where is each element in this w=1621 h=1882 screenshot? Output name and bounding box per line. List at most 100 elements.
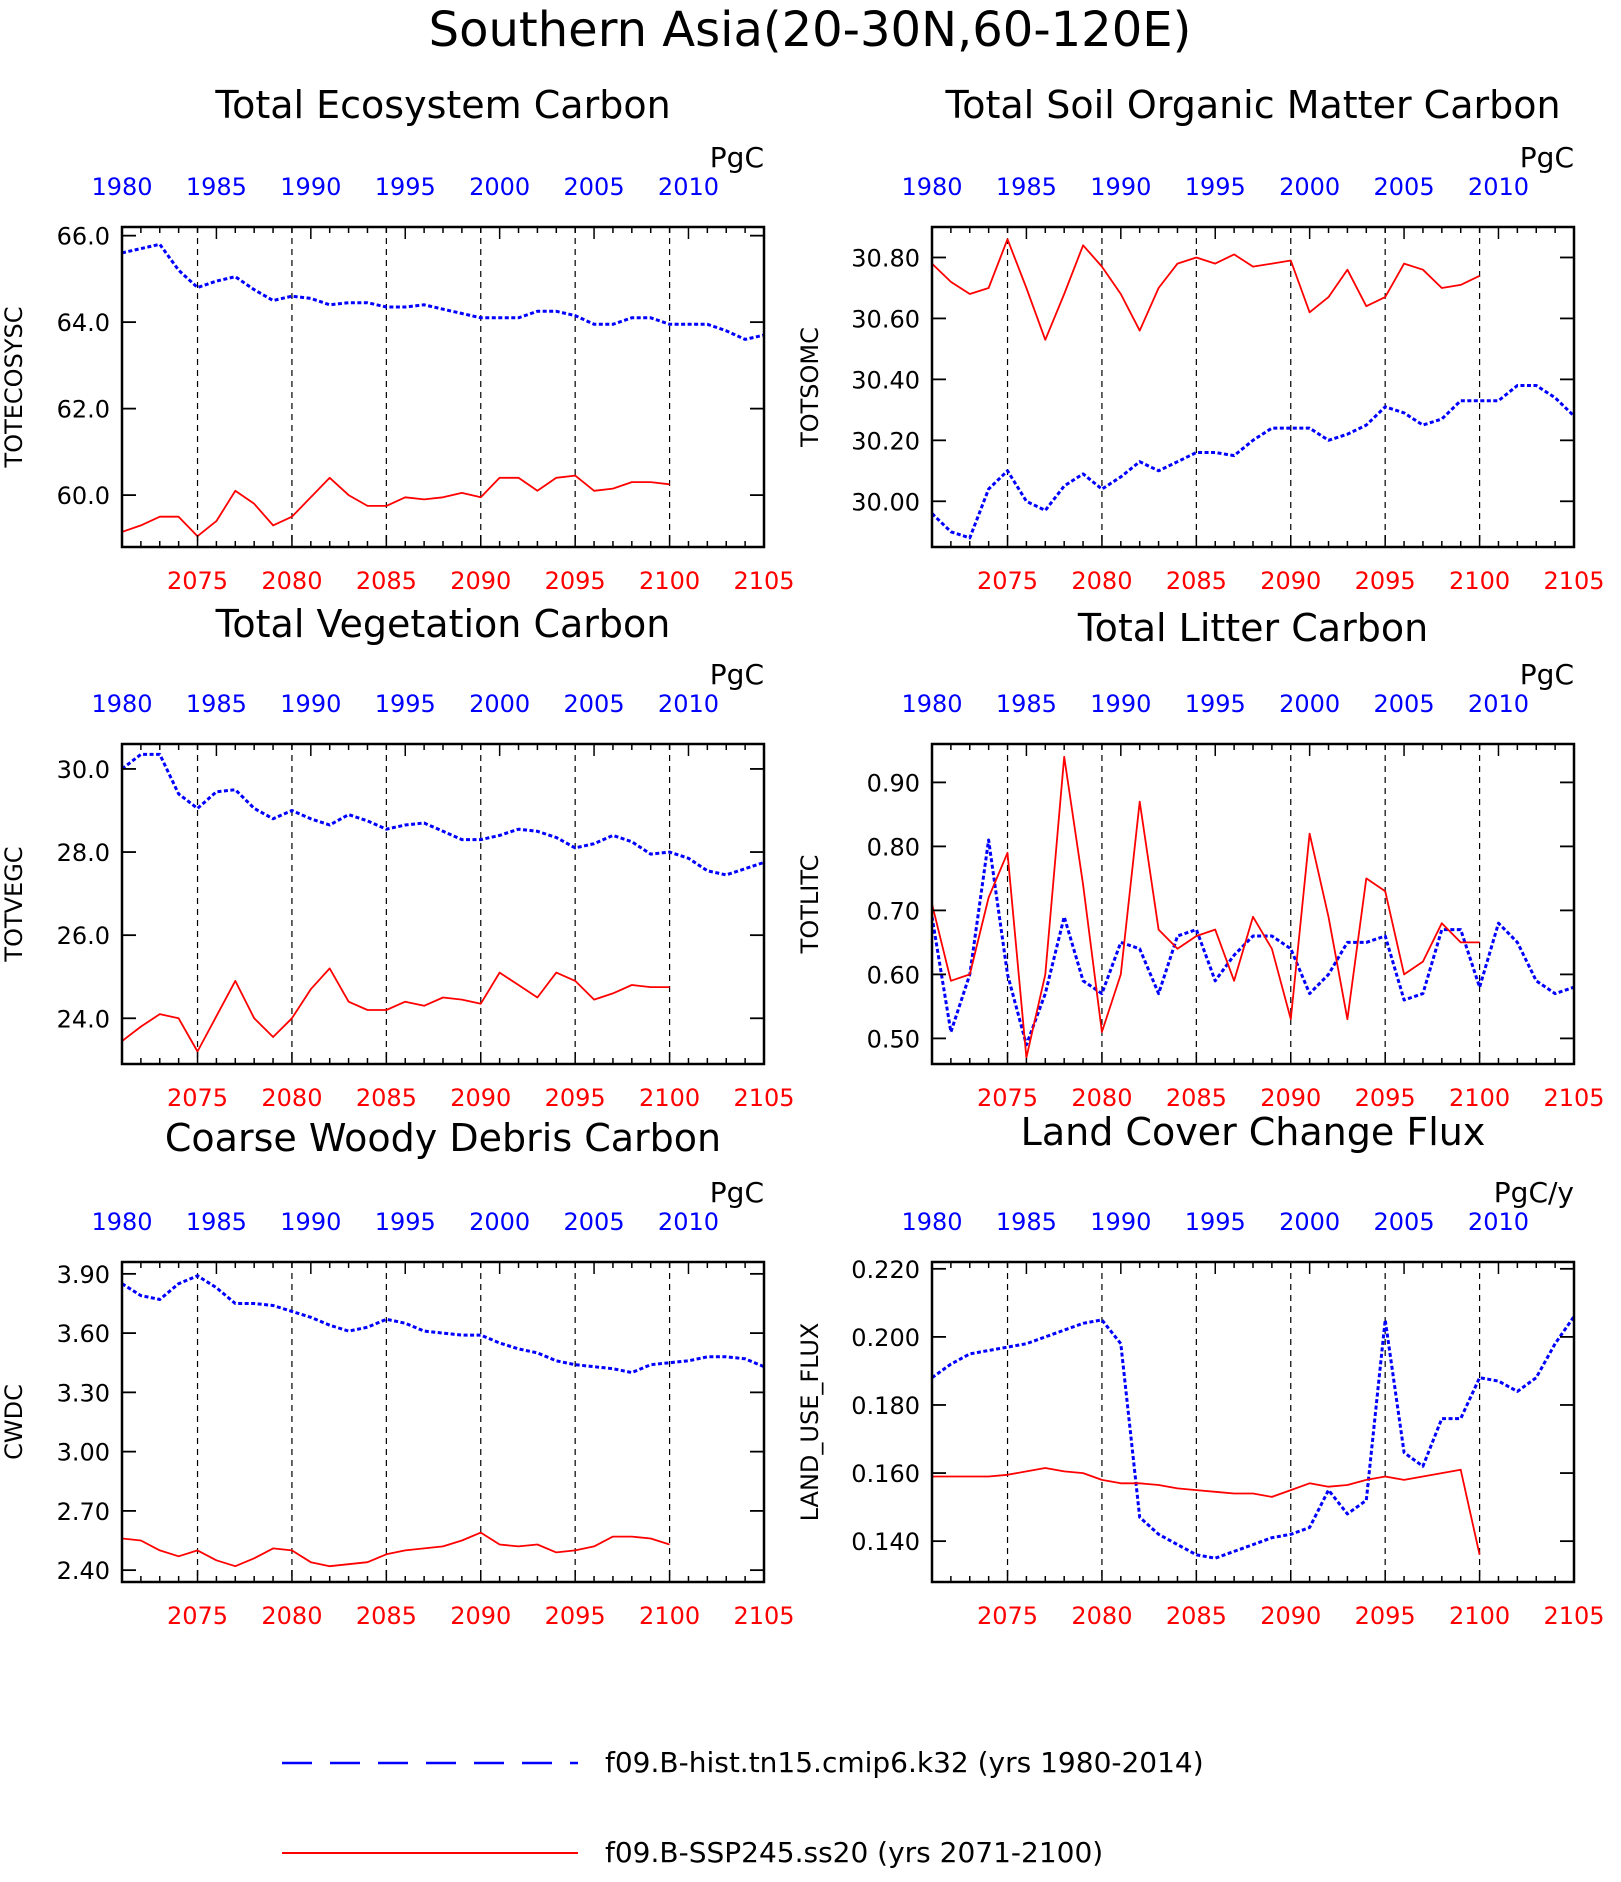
x-tick-label-top: 1980 [901,690,962,718]
x-tick-label-top: 1980 [91,1208,152,1236]
x-tick-label-top: 1990 [280,690,341,718]
x-tick-label-top: 1985 [996,173,1057,201]
y-tick-label: 24.0 [57,1005,110,1033]
panel-total-soil-organic-matter-carbon: Total Soil Organic Matter Carbon PgC 2075 2… [796,83,1605,595]
series-line-ssp [932,1467,1481,1555]
plot-frame [930,225,1576,549]
x-tick-label: 2090 [450,1602,511,1630]
x-tick-label-top: 1990 [1090,173,1151,201]
x-tick-label-top: 1995 [1185,173,1246,201]
series-line-ssp [122,967,670,1053]
panel-title: Total Litter Carbon [1077,606,1428,650]
y-tick-label: 0.200 [851,1324,920,1352]
x-tick-label-top: 1995 [375,173,436,201]
plot-frame [120,225,766,549]
x-tick-label-top: 2005 [1374,1208,1435,1236]
x-tick-label-top: 2005 [1374,173,1435,201]
y-tick-label: 30.80 [851,244,920,272]
x-tick-label-top: 1985 [996,1208,1057,1236]
x-tick-label-top: 1995 [1185,690,1246,718]
y-tick-label: 66.0 [57,223,110,251]
legend-label-ssp: f09.B-SSP245.ss20 (yrs 2071-2100) [605,1836,1103,1869]
x-tick-label: 2095 [545,567,606,595]
y-tick-label: 2.40 [57,1557,110,1585]
y-tick-label: 0.140 [851,1528,920,1556]
y-axis-label: TOTECOSYSC [0,307,28,469]
y-tick-label: 0.60 [867,961,920,989]
x-tick-label-top: 2000 [1279,173,1340,201]
x-tick-label: 2080 [1071,1602,1132,1630]
y-tick-label: 2.70 [57,1498,110,1526]
y-tick-label: 30.40 [851,366,920,394]
x-tick-label: 2105 [1543,1084,1604,1112]
y-tick-label: 0.160 [851,1460,920,1488]
units-label: PgC [710,141,764,174]
y-tick-label: 64.0 [57,309,110,337]
y-tick-label: 3.60 [57,1320,110,1348]
legend-entry-hist: f09.B-hist.tn15.cmip6.k32 (yrs 1980-2014… [282,1746,1204,1779]
x-tick-label-top: 2010 [658,173,719,201]
x-tick-label: 2085 [1166,1084,1227,1112]
main-title: Southern Asia(20-30N,60-120E) [429,2,1192,58]
y-tick-label: 0.70 [867,897,920,925]
x-tick-label: 2080 [1071,1084,1132,1112]
x-tick-label-top: 1985 [186,690,247,718]
panel-title: Total Vegetation Carbon [215,602,671,646]
x-tick-label: 2075 [167,1084,228,1112]
x-tick-label-top: 1980 [91,173,152,201]
x-tick-label-top: 2000 [469,690,530,718]
y-tick-label: 0.180 [851,1392,920,1420]
x-tick-label: 2075 [977,1084,1038,1112]
x-tick-label: 2075 [977,1602,1038,1630]
panel-title: Total Ecosystem Carbon [214,83,670,127]
x-tick-label-top: 1995 [1185,1208,1246,1236]
series-line-ssp [932,238,1480,341]
x-tick-label: 2095 [545,1602,606,1630]
x-tick-label-top: 2000 [1279,690,1340,718]
panel-total-ecosystem-carbon: Total Ecosystem Carbon PgC 2075 2080 2085 209… [0,83,795,595]
y-tick-label: 0.90 [867,769,920,797]
series-line-ssp [122,1531,670,1568]
x-tick-label-top: 1990 [280,1208,341,1236]
x-tick-label: 2085 [356,1084,417,1112]
y-tick-label: 30.60 [851,305,920,333]
x-tick-label: 2080 [261,1084,322,1112]
y-tick-label: 3.30 [57,1379,110,1407]
x-tick-label: 2105 [1543,567,1604,595]
x-tick-label-top: 2005 [564,1208,625,1236]
x-tick-label: 2095 [1355,1602,1416,1630]
x-tick-label-top: 1980 [91,690,152,718]
plot-frame [120,1260,766,1584]
panel-title: Coarse Woody Debris Carbon [165,1116,721,1160]
y-tick-label: 0.50 [867,1025,920,1053]
x-tick-label-top: 1990 [280,173,341,201]
series-line-hist [122,242,764,341]
x-tick-label-top: 2005 [564,690,625,718]
x-tick-label-top: 2000 [469,173,530,201]
series-line-hist [932,838,1574,1047]
y-tick-label: 30.20 [851,427,920,455]
panel-total-vegetation-carbon: Total Vegetation Carbon PgC 2075 2080 2085 20… [0,602,795,1112]
x-tick-label: 2075 [977,567,1038,595]
legend-label-hist: f09.B-hist.tn15.cmip6.k32 (yrs 1980-2014… [605,1746,1204,1779]
x-tick-label: 2100 [639,1084,700,1112]
x-tick-label: 2085 [356,1602,417,1630]
legend-entry-ssp: f09.B-SSP245.ss20 (yrs 2071-2100) [282,1836,1103,1869]
y-axis-label: CWDC [0,1384,28,1460]
x-tick-label-top: 2005 [1374,690,1435,718]
y-tick-label: 28.0 [57,839,110,867]
x-tick-label: 2100 [639,1602,700,1630]
x-tick-label-top: 1990 [1090,690,1151,718]
x-tick-label: 2090 [450,567,511,595]
series-line-hist [932,1313,1574,1560]
units-label: PgC [1520,658,1574,691]
x-tick-label-top: 2000 [469,1208,530,1236]
y-tick-label: 30.0 [57,756,110,784]
x-tick-label: 2080 [261,567,322,595]
x-tick-label: 2075 [167,1602,228,1630]
x-tick-label: 2080 [1071,567,1132,595]
y-tick-label: 0.80 [867,833,920,861]
x-tick-label-top: 2005 [564,173,625,201]
